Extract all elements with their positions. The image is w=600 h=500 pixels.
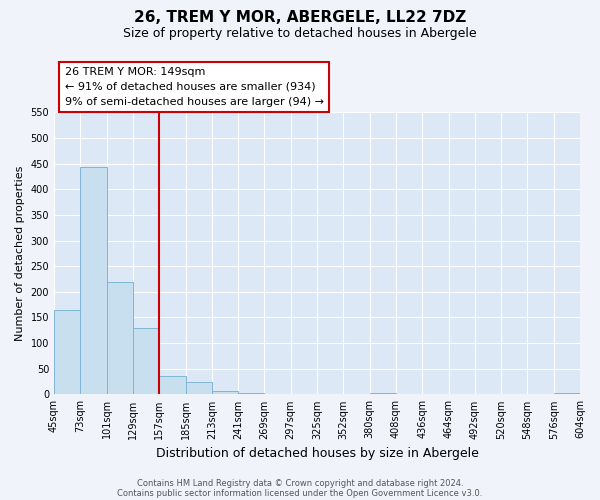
Text: Size of property relative to detached houses in Abergele: Size of property relative to detached ho…: [123, 28, 477, 40]
X-axis label: Distribution of detached houses by size in Abergele: Distribution of detached houses by size …: [155, 447, 478, 460]
Bar: [80, 167, 107, 394]
Bar: [54, 310, 80, 394]
Bar: [133, 328, 159, 394]
Text: 26 TREM Y MOR: 149sqm
← 91% of detached houses are smaller (934)
9% of semi-deta: 26 TREM Y MOR: 149sqm ← 91% of detached …: [65, 67, 323, 106]
Y-axis label: Number of detached properties: Number of detached properties: [15, 166, 25, 341]
Bar: [185, 382, 212, 394]
Text: Contains public sector information licensed under the Open Government Licence v3: Contains public sector information licen…: [118, 488, 482, 498]
Text: 26, TREM Y MOR, ABERGELE, LL22 7DZ: 26, TREM Y MOR, ABERGELE, LL22 7DZ: [134, 10, 466, 25]
Text: Contains HM Land Registry data © Crown copyright and database right 2024.: Contains HM Land Registry data © Crown c…: [137, 478, 463, 488]
Bar: [107, 282, 133, 395]
Bar: [159, 376, 185, 394]
Bar: [212, 391, 238, 394]
